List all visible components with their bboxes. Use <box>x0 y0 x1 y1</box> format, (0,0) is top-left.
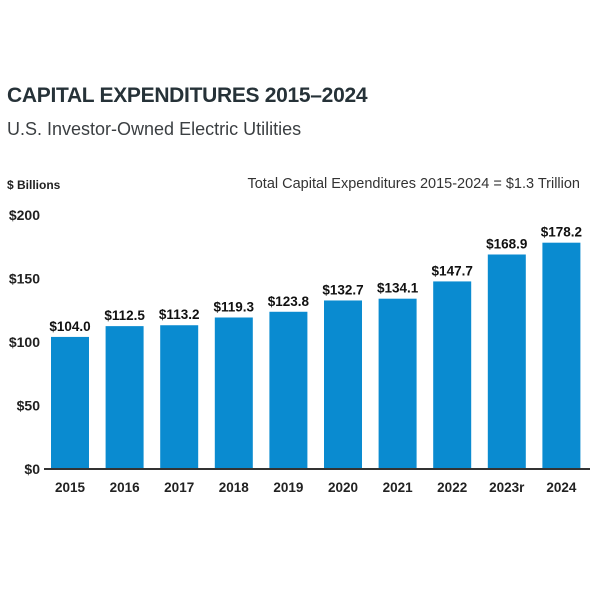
data-label: $113.2 <box>159 307 200 322</box>
bar-2024 <box>542 242 581 469</box>
chart-subtitle: U.S. Investor-Owned Electric Utilities <box>7 119 302 139</box>
data-label: $123.8 <box>268 294 310 309</box>
bar-2015 <box>51 336 89 469</box>
x-tick-label: 2022 <box>437 480 467 495</box>
data-label: $104.0 <box>49 319 90 334</box>
bar-2020 <box>324 300 362 469</box>
x-tick-label: 2017 <box>164 480 194 495</box>
data-label: $178.2 <box>541 225 582 240</box>
y-tick-label: $0 <box>24 461 40 477</box>
y-axis-label: $ Billions <box>7 178 61 192</box>
y-tick-label: $150 <box>9 271 40 287</box>
data-label: $112.5 <box>104 308 145 323</box>
data-label: $134.1 <box>377 281 419 296</box>
data-label: $168.9 <box>486 236 527 251</box>
bar-2022 <box>433 281 472 469</box>
x-tick-label: 2019 <box>273 480 303 495</box>
x-tick-label: 2023r <box>489 480 525 495</box>
x-tick-label: 2020 <box>328 480 358 495</box>
data-labels: $104.0 $112.5 $113.2 $119.3 $123.8 $132.7 $134… <box>49 225 582 334</box>
bar-2018 <box>214 317 253 469</box>
data-label: $119.3 <box>214 299 255 314</box>
chart-title: CAPITAL EXPENDITURES 2015–2024 <box>7 84 368 107</box>
x-axis-ticks: 2015 2016 2017 2018 2019 2020 2021 2022 2023r 202… <box>55 480 577 495</box>
total-annotation: Total Capital Expenditures 2015-2024 = $… <box>247 176 580 192</box>
bar-2017 <box>160 325 199 469</box>
bar-2016 <box>105 326 144 469</box>
y-tick-label: $100 <box>9 334 40 350</box>
data-label: $132.7 <box>322 282 363 297</box>
y-tick-label: $50 <box>17 398 41 414</box>
y-axis-ticks: $0 $50 $100 $150 $200 <box>9 207 40 477</box>
data-label: $147.7 <box>432 263 473 278</box>
x-tick-label: 2021 <box>383 480 414 495</box>
bar-2023r <box>487 254 526 469</box>
bars <box>51 242 581 469</box>
bar-2019 <box>269 311 308 469</box>
y-tick-label: $200 <box>9 207 40 223</box>
x-tick-label: 2016 <box>110 480 141 495</box>
bar-2021 <box>378 298 417 469</box>
x-tick-label: 2018 <box>219 480 250 495</box>
x-tick-label: 2015 <box>55 480 86 495</box>
x-tick-label: 2024 <box>546 480 577 495</box>
